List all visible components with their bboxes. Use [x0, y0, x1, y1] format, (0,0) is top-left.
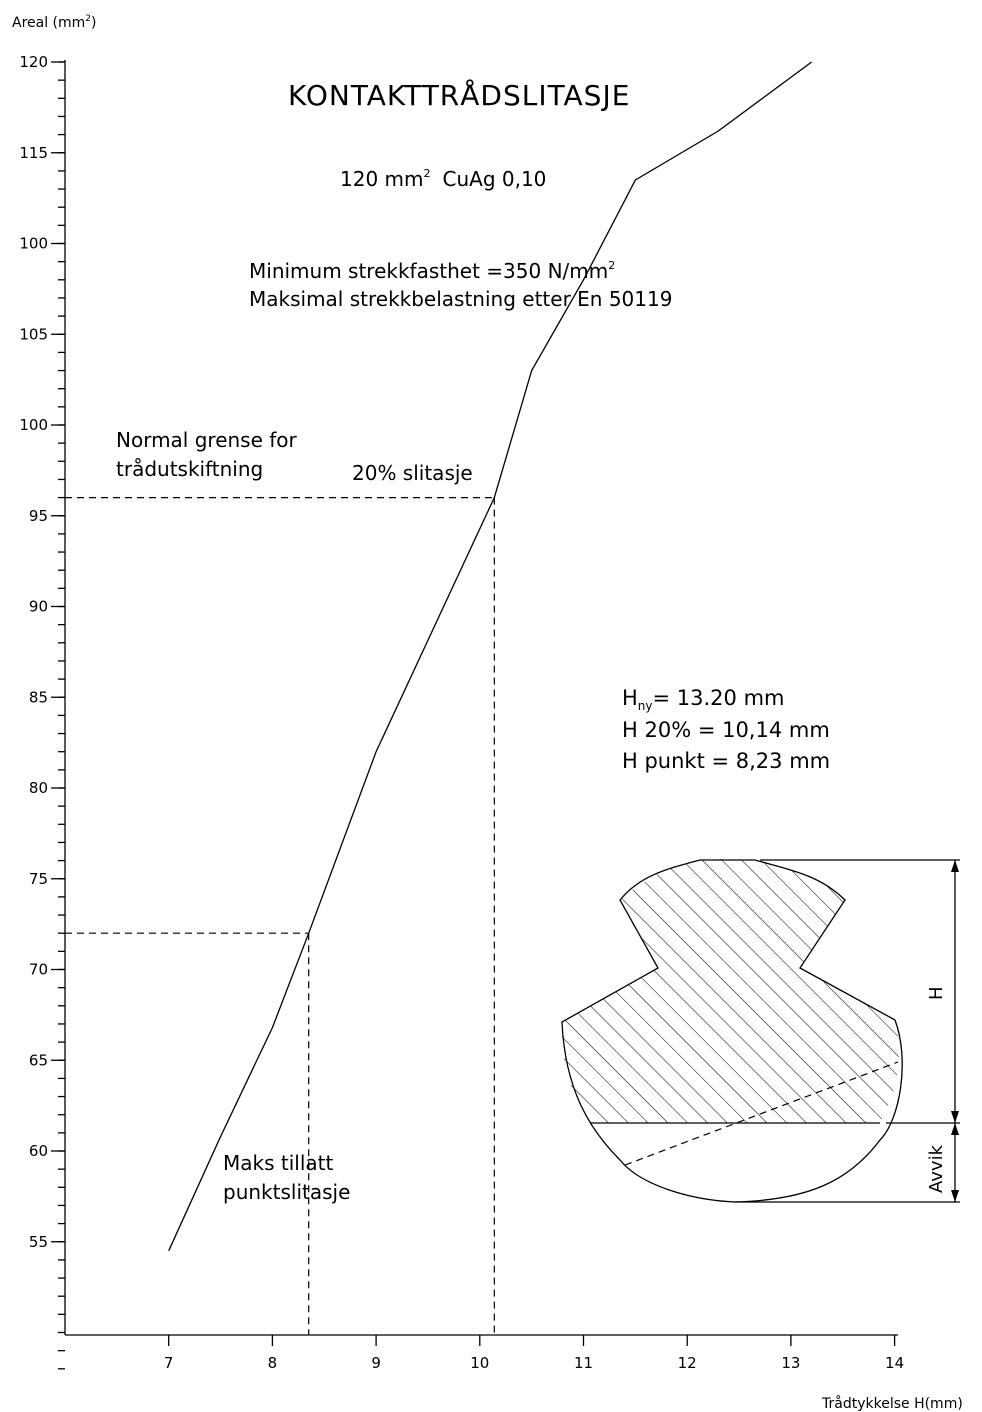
y-tick-label: 70: [29, 961, 48, 979]
oblique-wear-line: [624, 1061, 899, 1166]
y-tick-label: 65: [29, 1051, 48, 1069]
profile-outline: [561, 859, 903, 1203]
avvik-dimension-label: Avvik: [926, 1144, 947, 1193]
y-tick-label: 95: [29, 507, 48, 525]
spec-line-2: Maksimal strekkbelastning etter En 50119: [249, 287, 672, 311]
y-tick-label: 105: [19, 325, 48, 343]
y-tick-label: 90: [29, 598, 48, 616]
chart-title: KONTAKTTRÅDSLITASJE: [288, 78, 630, 112]
max-point-wear-label-1: Maks tillatt: [223, 1151, 333, 1175]
x-tick-label: 9: [371, 1354, 381, 1372]
info-h-point: H punkt = 8,23 mm: [622, 749, 830, 773]
y-tick-label: 85: [29, 688, 48, 706]
y-tick-label: 120: [19, 53, 48, 71]
y-tick-label: 115: [19, 144, 48, 162]
info-h-20: H 20% = 10,14 mm: [622, 718, 830, 742]
x-tick-label: 7: [164, 1354, 174, 1372]
max-point-wear-label-2: punktslitasje: [223, 1180, 350, 1204]
x-ticks: 7 8 9 10 11 12 13 14: [164, 1335, 904, 1372]
y-tick-label: 75: [29, 870, 48, 888]
x-tick-label: 14: [885, 1354, 904, 1372]
x-tick-label: 11: [574, 1354, 593, 1372]
x-tick-label: 13: [781, 1354, 800, 1372]
chart-subtitle: 120 mm2 CuAg 0,10: [340, 167, 546, 191]
y-tick-label: 80: [29, 779, 48, 797]
y-tick-label: 55: [29, 1233, 48, 1251]
y-major-ticks: 120 115 100 105 100 95 90 85 80 75 70 65 60 55: [19, 53, 65, 1251]
y-minor-ticks: [58, 61, 65, 1370]
x-tick-label: 10: [470, 1354, 489, 1372]
area-curve: [168, 61, 812, 1252]
wear-20-label: 20% slitasje: [352, 461, 473, 485]
spec-line-1: Minimum strekkfasthet =350 N/mm2: [249, 259, 615, 283]
x-axis-label: Trådtykkelse H(mm): [821, 1395, 963, 1412]
normal-limit-label-1: Normal grense for: [116, 428, 298, 452]
x-tick-label: 8: [268, 1354, 278, 1372]
y-tick-label: 100: [19, 235, 48, 253]
info-h-new: Hny= 13.20 mm: [622, 686, 785, 713]
x-tick-label: 12: [678, 1354, 697, 1372]
normal-limit-label-2: trådutskiftning: [116, 457, 263, 481]
y-axis-label: Areal (mm2): [12, 14, 97, 31]
axes: 120 115 100 105 100 95 90 85 80 75 70 65 60 55 7 8 9 10 1…: [19, 53, 904, 1372]
reference-lines: [65, 497, 495, 1335]
dim-arrows: [951, 860, 959, 1202]
y-tick-label: 60: [29, 1142, 48, 1160]
h-dimension-label: H: [926, 986, 947, 1000]
y-tick-label: 100: [19, 416, 48, 434]
